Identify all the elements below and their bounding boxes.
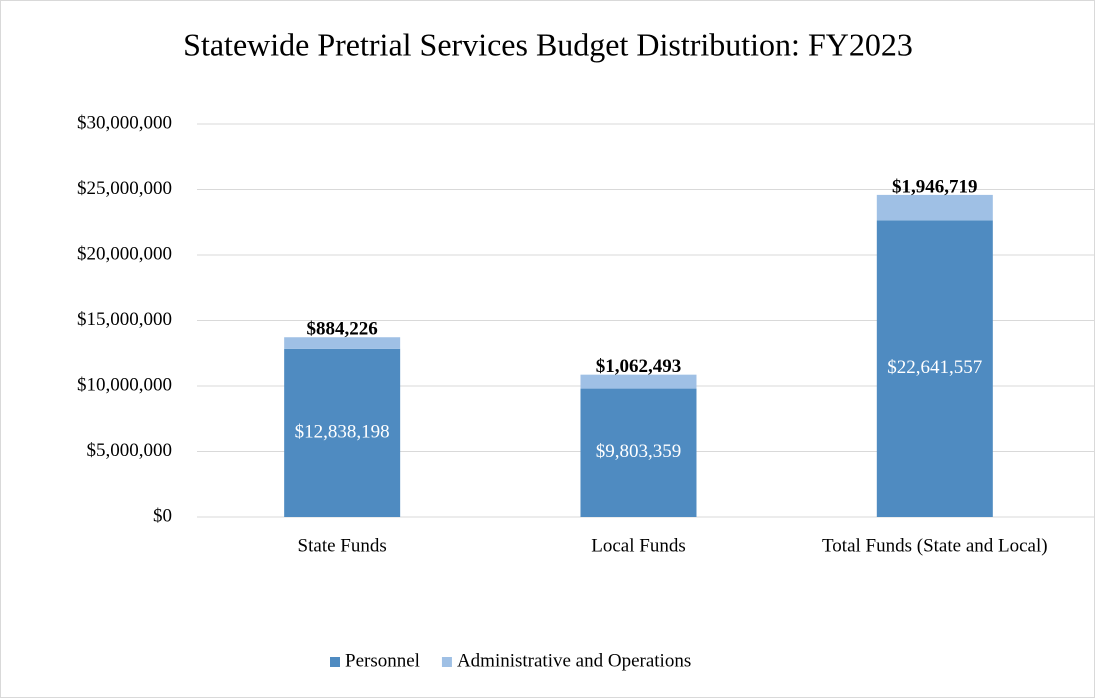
legend-swatch bbox=[330, 657, 340, 667]
bar-segment bbox=[284, 337, 401, 349]
y-tick-label: $20,000,000 bbox=[77, 243, 172, 264]
legend-label: Administrative and Operations bbox=[457, 650, 691, 671]
y-tick-label: $0 bbox=[153, 505, 172, 526]
y-tick-label: $25,000,000 bbox=[77, 178, 172, 199]
legend-label: Personnel bbox=[345, 650, 420, 671]
y-tick-label: $10,000,000 bbox=[77, 374, 172, 395]
bar-segment bbox=[876, 220, 993, 517]
x-tick-label: Total Funds (State and Local) bbox=[822, 535, 1048, 556]
chart-title: Statewide Pretrial Services Budget Distr… bbox=[183, 26, 913, 62]
data-label: $1,062,493 bbox=[596, 356, 682, 377]
y-tick-label: $5,000,000 bbox=[87, 440, 173, 461]
data-label: $22,641,557 bbox=[887, 357, 982, 378]
data-label: $1,946,719 bbox=[892, 176, 978, 197]
y-tick-label: $30,000,000 bbox=[77, 112, 172, 133]
bar-segment bbox=[580, 374, 697, 389]
data-label: $12,838,198 bbox=[295, 421, 390, 442]
y-tick-label: $15,000,000 bbox=[77, 309, 172, 330]
x-tick-label: State Funds bbox=[298, 535, 387, 556]
bar-segment bbox=[876, 194, 993, 221]
bar-segment bbox=[284, 348, 401, 517]
data-label: $884,226 bbox=[307, 319, 378, 340]
legend-swatch bbox=[441, 657, 452, 667]
bar-segment bbox=[580, 388, 697, 517]
data-label: $9,803,359 bbox=[596, 441, 682, 462]
x-tick-label: Local Funds bbox=[591, 535, 685, 556]
